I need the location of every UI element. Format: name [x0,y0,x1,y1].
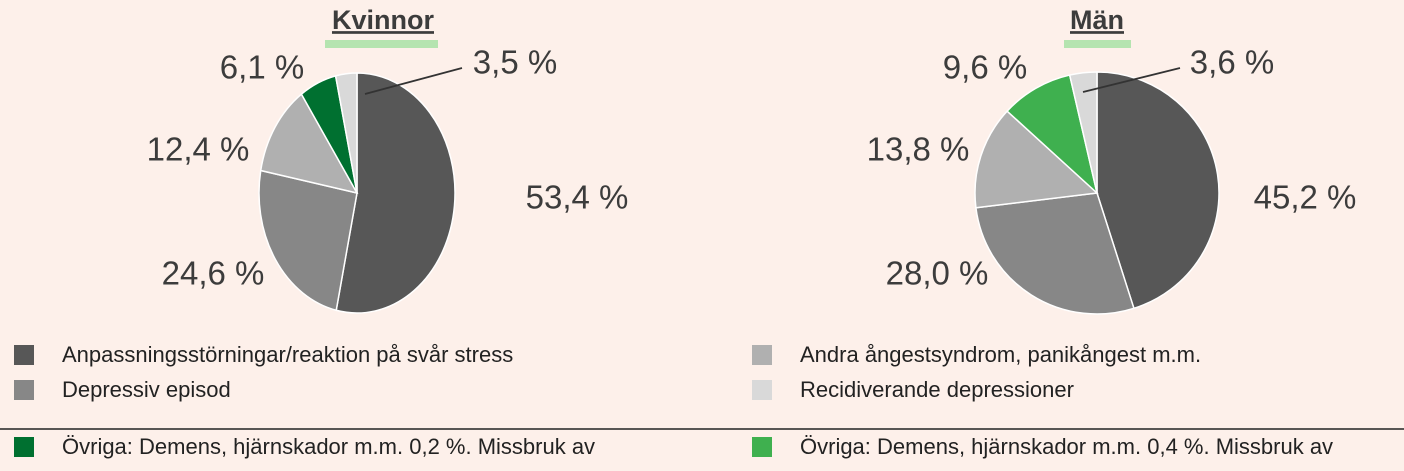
legend-label: Övriga: Demens, hjärnskador m.m. 0,4 %. … [800,434,1333,459]
leader-line [1082,67,1181,93]
value-label: 45,2 % [1254,179,1357,216]
pie-slice [1096,71,1220,310]
value-label: 53,4 % [526,179,629,216]
legend-swatch [752,437,772,457]
value-label: 3,6 % [1190,44,1274,81]
legend-swatch [752,380,772,400]
pie-slice [258,169,358,312]
legend-swatch [14,380,34,400]
pie-slice [975,192,1135,315]
value-label: 12,4 % [147,131,250,168]
legend-label: Recidiverande depressioner [800,377,1074,402]
legend-swatch [14,345,34,365]
pie-slice [259,93,359,195]
legend-swatch [14,437,34,457]
value-label: 9,6 % [943,49,1027,86]
title-underline [1064,40,1131,48]
pie-slice [335,72,456,314]
value-label: 28,0 % [886,255,989,292]
legend-swatch [752,345,772,365]
leader-line [364,67,463,95]
value-label: 13,8 % [867,131,970,168]
legend-label: Depressiv episod [62,377,231,402]
legend-label: Andra ångestsyndrom, panikångest m.m. [800,342,1201,367]
value-label: 24,6 % [162,255,265,292]
title-underline [325,40,438,48]
value-label: 3,5 % [473,44,557,81]
pie-slice [334,72,358,194]
pie-slice [974,110,1099,209]
legend-label: Anpassningsstörningar/reaktion på svår s… [62,342,513,367]
legend-label: Övriga: Demens, hjärnskador m.m. 0,2 %. … [62,434,595,459]
pie-slice [1068,71,1098,194]
chart-title: Män [1070,5,1124,35]
chart-title: Kvinnor [332,5,434,35]
value-label: 6,1 % [220,49,304,86]
